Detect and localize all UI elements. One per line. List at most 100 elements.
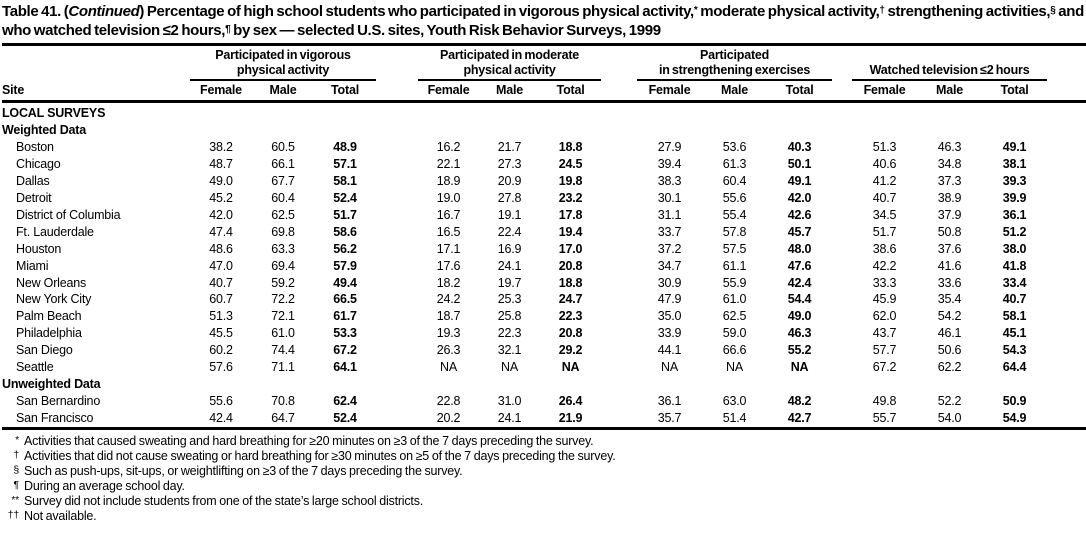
site-cell: Houston: [16, 241, 62, 256]
site-cell: Detroit: [16, 190, 52, 205]
value-cell: 60.5: [271, 139, 295, 154]
spacer-cell: [601, 359, 637, 376]
section-label: Weighted Data: [2, 122, 86, 137]
value-cell: 35.7: [657, 411, 682, 426]
site-cell: New York City: [16, 292, 92, 307]
value-cell: 61.3: [722, 156, 747, 171]
value-cell: 40.7: [1002, 292, 1027, 307]
spacer-cell: [601, 190, 637, 207]
value-cell: 30.1: [657, 190, 682, 205]
spacer-cell: [832, 241, 852, 258]
value-cell: 59.2: [271, 275, 295, 290]
right-margin-cell: [1047, 241, 1086, 258]
table-row: Ft. Lauderdale 47.4 69.8 58.6 16.5 22.4 19.4 33…: [2, 224, 1086, 241]
value-cell: NA: [561, 360, 580, 375]
right-margin-cell: [1047, 224, 1086, 241]
value-cell: 44.1: [657, 343, 682, 358]
value-cell: 19.3: [436, 326, 461, 341]
value-cell: NA: [661, 360, 679, 375]
footnote-marker: §: [13, 463, 19, 476]
footnote-line: ** Survey did not include students from o…: [2, 494, 1086, 509]
value-cell: 49.0: [787, 309, 812, 324]
site-cell: District of Columbia: [16, 207, 121, 222]
right-margin-cell: [1047, 207, 1086, 224]
site-cell: San Francisco: [16, 411, 94, 426]
site-cell: Boston: [16, 139, 54, 154]
value-cell: 48.2: [787, 394, 812, 409]
spacer-cell: [832, 190, 852, 207]
value-cell: 22.1: [436, 156, 461, 171]
group-label-line2: physical activity: [236, 63, 330, 77]
value-cell: 54.0: [937, 411, 962, 426]
spacer-cell: [832, 139, 852, 156]
value-cell: 50.1: [787, 156, 812, 171]
value-cell: 33.3: [872, 275, 897, 290]
site-cell: Ft. Lauderdale: [16, 224, 94, 239]
value-cell: 58.6: [333, 224, 357, 239]
table-row: Palm Beach 51.3 72.1 61.7 18.7 25.8 22.3 35.0 62…: [2, 308, 1086, 325]
value-cell: 20.2: [436, 411, 461, 426]
table-row: Boston 38.2 60.5 48.9 16.2 21.7 18.8 27.9 53.6 40…: [2, 139, 1086, 156]
value-cell: 63.3: [271, 241, 295, 256]
value-cell: 22.4: [497, 224, 522, 239]
value-cell: 42.0: [787, 190, 812, 205]
value-cell: 58.1: [1002, 309, 1027, 324]
section-header-row: LOCAL SURVEYS: [2, 102, 1086, 122]
value-cell: NA: [790, 360, 809, 375]
value-cell: 51.7: [872, 224, 897, 239]
value-cell: 46.1: [937, 326, 962, 341]
value-cell: 54.2: [937, 309, 962, 324]
site-cell: Miami: [16, 258, 49, 273]
value-cell: 45.7: [787, 224, 812, 239]
value-cell: 39.4: [657, 156, 682, 171]
group-label-line1: Participated in moderate: [439, 48, 580, 62]
value-cell: 19.4: [558, 224, 583, 239]
value-cell: 19.1: [497, 207, 522, 222]
section-label: Unweighted Data: [2, 377, 101, 392]
value-cell: 21.9: [558, 411, 583, 426]
value-cell: 55.7: [872, 411, 897, 426]
value-cell: 26.3: [436, 343, 461, 358]
value-cell: 41.6: [937, 258, 962, 273]
right-margin-cell: [1047, 156, 1086, 173]
spacer-cell: [832, 359, 852, 376]
value-cell: 61.7: [333, 309, 357, 324]
value-cell: 51.3: [872, 139, 897, 154]
col-header-male: Male: [917, 81, 983, 103]
value-cell: 17.0: [558, 241, 583, 256]
title-text: ) Percentage of high school students who…: [139, 3, 694, 20]
spacer-cell: [601, 207, 637, 224]
col-header-female: Female: [852, 81, 918, 103]
site-cell: Chicago: [16, 156, 61, 171]
spacer-cell: [601, 342, 637, 359]
value-cell: 34.8: [937, 156, 962, 171]
value-cell: 57.8: [722, 224, 747, 239]
value-cell: 52.4: [333, 411, 357, 426]
col-header-male: Male: [702, 81, 768, 103]
table-row: Miami 47.0 69.4 57.9 17.6 24.1 20.8 34.7 61.1 47.…: [2, 258, 1086, 275]
table-row: Detroit 45.2 60.4 52.4 19.0 27.8 23.2 30.1 55.6 4…: [2, 190, 1086, 207]
value-cell: 19.8: [558, 173, 583, 188]
spacer-cell: [601, 139, 637, 156]
right-margin-cell: [1047, 342, 1086, 359]
value-cell: 38.0: [1002, 241, 1027, 256]
footnote-marker: †: [13, 449, 19, 462]
value-cell: 38.6: [872, 241, 897, 256]
footnote-text: Survey did not include students from one…: [24, 493, 424, 508]
data-table: Participated in vigorous physical activit…: [2, 48, 1086, 431]
value-cell: 42.6: [787, 207, 812, 222]
value-cell: 37.6: [937, 241, 962, 256]
value-cell: 32.1: [497, 343, 522, 358]
spacer-cell: [376, 342, 418, 359]
document-page: Table 41. (Continued) Percentage of high…: [2, 3, 1086, 523]
value-cell: 66.5: [333, 292, 357, 307]
value-cell: 66.6: [722, 343, 747, 358]
spacer-cell: [376, 139, 418, 156]
value-cell: 66.1: [271, 156, 295, 171]
value-cell: 41.2: [872, 173, 897, 188]
col-header-total: Total: [540, 81, 602, 103]
spacer-cell: [376, 173, 418, 190]
value-cell: 18.9: [436, 173, 461, 188]
spacer-cell: [376, 207, 418, 224]
spacer-cell: [832, 275, 852, 292]
